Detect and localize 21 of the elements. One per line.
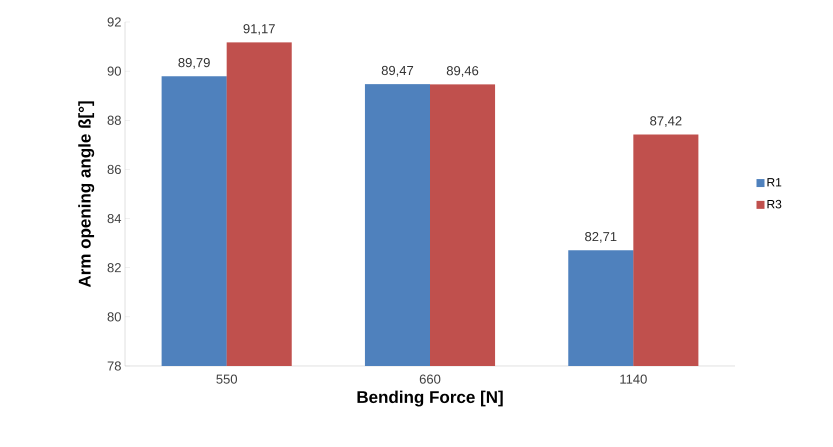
x-tick-label: 1140 [620,374,647,384]
y-tick-label: 82 [108,263,121,272]
x-axis-title: Bending Force [N] [357,390,503,407]
y-tick-label: 78 [108,361,121,371]
y-axis-title: Arm opening angle ß[°] [78,101,94,288]
data-label: 82,71 [585,232,616,243]
legend-label: R3 [767,200,782,208]
y-tick-label: 88 [108,116,121,125]
x-tick-label: 550 [216,374,238,384]
y-tick-label: 80 [108,312,121,322]
data-label: 87,42 [650,116,682,127]
y-tick-label: 86 [108,164,121,174]
data-label: 89,79 [178,58,210,69]
y-tick-label: 84 [108,214,122,224]
data-label: 89,47 [382,66,414,77]
data-label: 89,46 [446,66,478,77]
legend-label: R1 [767,178,782,186]
x-tick-label: 660 [420,374,440,384]
y-tick-label: 92 [108,17,121,27]
y-tick-label: 90 [108,66,121,76]
data-label: 91,17 [244,24,275,35]
